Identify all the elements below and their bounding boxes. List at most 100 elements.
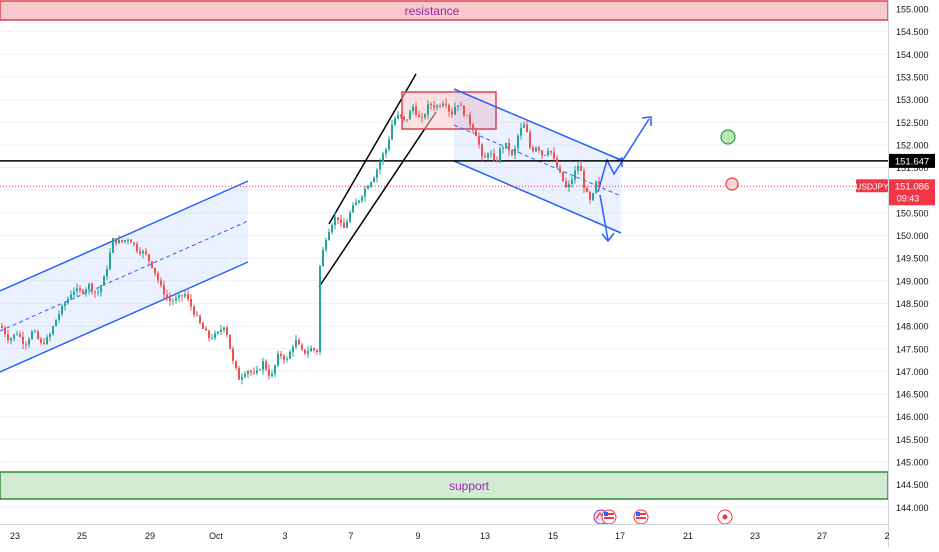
candle-body[interactable] [37, 331, 39, 339]
candle-body[interactable] [445, 103, 447, 105]
candle-body[interactable] [370, 181, 372, 187]
support-zone[interactable] [0, 471, 889, 500]
green-circle-marker[interactable] [720, 129, 736, 145]
candle-body[interactable] [25, 343, 27, 345]
candle-body[interactable] [364, 188, 366, 197]
candle-body[interactable] [259, 369, 261, 371]
candle-body[interactable] [517, 135, 519, 149]
candle-body[interactable] [472, 124, 474, 131]
candle-body[interactable] [439, 105, 441, 107]
candle-body[interactable] [556, 158, 558, 168]
candle-body[interactable] [271, 373, 273, 377]
candle-body[interactable] [148, 254, 150, 262]
candle-body[interactable] [568, 184, 570, 188]
candle-body[interactable] [565, 181, 567, 188]
candle-body[interactable] [397, 114, 399, 119]
candle-body[interactable] [595, 181, 597, 194]
candle-body[interactable] [337, 217, 339, 220]
candle-body[interactable] [484, 156, 486, 158]
candle-body[interactable] [490, 153, 492, 155]
candle-body[interactable] [46, 337, 48, 344]
candle-body[interactable] [430, 104, 432, 106]
candle-body[interactable] [553, 152, 555, 159]
candle-body[interactable] [589, 192, 591, 200]
candle-body[interactable] [277, 353, 279, 366]
candle-body[interactable] [232, 348, 234, 362]
candle-body[interactable] [133, 242, 135, 245]
candle-body[interactable] [391, 124, 393, 140]
candle-body[interactable] [43, 342, 45, 344]
candle-body[interactable] [58, 314, 60, 320]
candle-body[interactable] [247, 370, 249, 374]
candle-body[interactable] [475, 130, 477, 137]
candle-body[interactable] [49, 334, 51, 338]
candle-body[interactable] [163, 285, 165, 295]
candle-body[interactable] [139, 251, 141, 254]
candle-body[interactable] [16, 334, 18, 336]
candle-body[interactable] [493, 153, 495, 161]
candle-body[interactable] [529, 132, 531, 148]
candle-body[interactable] [61, 306, 63, 315]
candle-body[interactable] [145, 251, 147, 255]
right-channel-lower-line[interactable] [453, 160, 622, 234]
candle-body[interactable] [355, 202, 357, 206]
candle-body[interactable] [598, 181, 600, 185]
candle-body[interactable] [67, 298, 69, 304]
candle-body[interactable] [331, 224, 333, 233]
candle-body[interactable] [256, 370, 258, 373]
candle-body[interactable] [142, 251, 144, 254]
candle-body[interactable] [463, 105, 465, 116]
candle-body[interactable] [235, 361, 237, 369]
candle-body[interactable] [124, 240, 126, 242]
candle-body[interactable] [526, 124, 528, 133]
candle-body[interactable] [217, 331, 219, 334]
candle-body[interactable] [205, 328, 207, 331]
candle-body[interactable] [118, 239, 120, 244]
candle-body[interactable] [157, 273, 159, 281]
candle-body[interactable] [241, 376, 243, 380]
candle-body[interactable] [181, 295, 183, 297]
candle-body[interactable] [586, 187, 588, 193]
candle-body[interactable] [154, 267, 156, 274]
candle-body[interactable] [301, 344, 303, 350]
candle-body[interactable] [214, 333, 216, 339]
candle-body[interactable] [574, 170, 576, 180]
candle-body[interactable] [460, 105, 462, 107]
candle-body[interactable] [592, 193, 594, 200]
candle-body[interactable] [487, 153, 489, 158]
candle-body[interactable] [289, 351, 291, 359]
candle-body[interactable] [532, 147, 534, 152]
candle-body[interactable] [208, 330, 210, 339]
candle-body[interactable] [211, 338, 213, 339]
us-flag-icon[interactable] [633, 509, 649, 525]
candle-body[interactable] [412, 106, 414, 112]
candle-body[interactable] [442, 103, 444, 107]
candle-body[interactable] [22, 336, 24, 344]
candle-body[interactable] [523, 124, 525, 128]
candle-body[interactable] [55, 319, 57, 327]
candle-body[interactable] [361, 196, 363, 201]
candle-body[interactable] [169, 297, 171, 302]
candle-body[interactable] [34, 331, 36, 333]
candle-body[interactable] [295, 340, 297, 347]
candle-body[interactable] [52, 326, 54, 335]
candle-body[interactable] [547, 150, 549, 155]
candle-body[interactable] [502, 147, 504, 149]
candle-body[interactable] [346, 221, 348, 229]
candle-body[interactable] [505, 142, 507, 148]
candle-body[interactable] [583, 170, 585, 188]
candle-body[interactable] [499, 148, 501, 162]
candle-body[interactable] [175, 297, 177, 301]
candle-body[interactable] [274, 365, 276, 374]
candle-body[interactable] [253, 372, 255, 374]
candle-body[interactable] [40, 338, 42, 343]
red-circle-marker[interactable] [725, 177, 739, 191]
candle-body[interactable] [457, 105, 459, 107]
candle-body[interactable] [535, 147, 537, 152]
candle-body[interactable] [130, 239, 132, 243]
candle-body[interactable] [403, 116, 405, 120]
candle-body[interactable] [13, 334, 15, 339]
candle-body[interactable] [313, 348, 315, 351]
candle-body[interactable] [79, 288, 81, 291]
